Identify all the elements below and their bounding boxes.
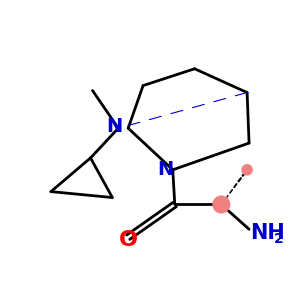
Circle shape bbox=[213, 196, 230, 213]
Circle shape bbox=[242, 165, 252, 175]
Text: NH: NH bbox=[250, 223, 285, 243]
Text: O: O bbox=[119, 230, 138, 250]
Text: 2: 2 bbox=[274, 232, 284, 246]
Text: N: N bbox=[157, 160, 173, 179]
Text: N: N bbox=[106, 117, 123, 136]
